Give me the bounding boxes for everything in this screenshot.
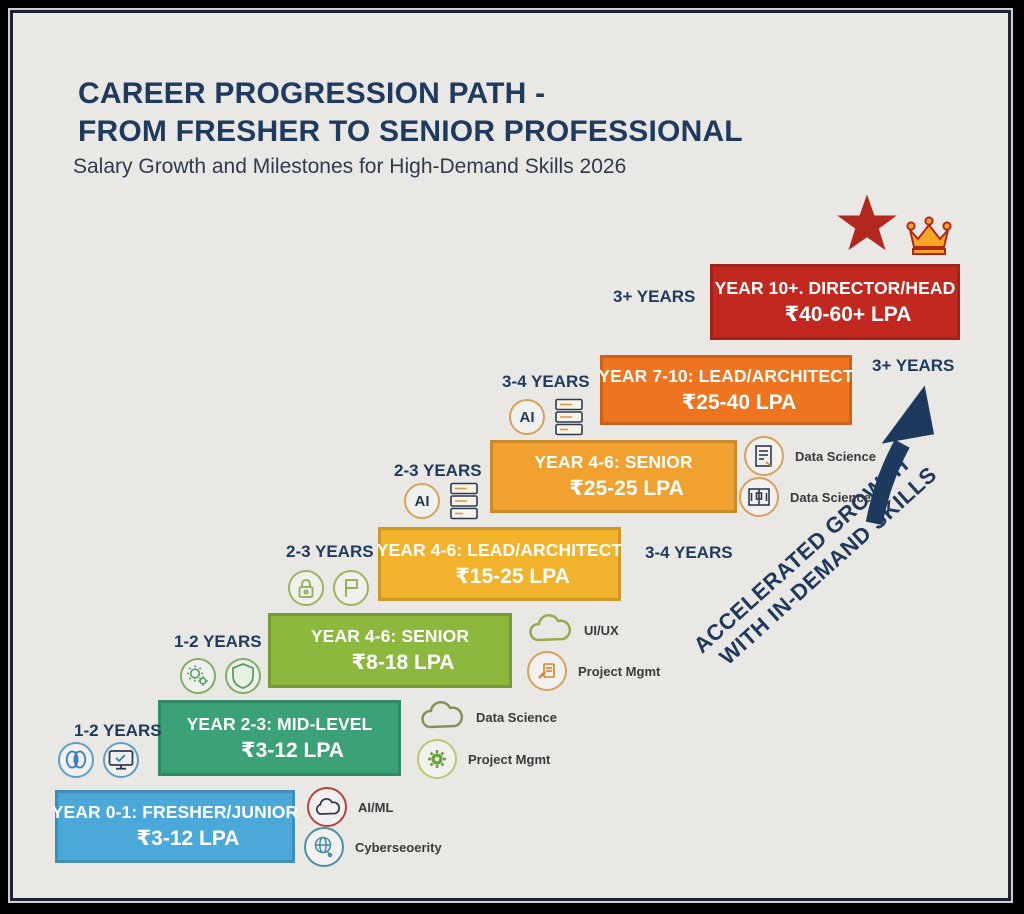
flag-icon	[333, 570, 369, 606]
skill-project-mgmt-mid: Project Mgmt	[417, 739, 550, 779]
skill-aiml: AI/ML	[307, 787, 393, 827]
crown-icon	[903, 216, 955, 258]
page-title: CAREER PROGRESSION PATH - FROM FRESHER T…	[78, 75, 743, 150]
icon-row-lead-architect	[288, 570, 369, 606]
experience-label-red: 3+ YEARS	[613, 287, 696, 306]
step-title: YEAR 4-6: SENIOR	[534, 452, 693, 472]
skill-label: Cyberseoerity	[355, 839, 442, 855]
ai-badge-icon: AI	[509, 399, 545, 435]
step-title: YEAR 0-1: FRESHER/JUNIOR	[51, 802, 299, 822]
skill-data-science-mid: Data Science	[419, 700, 557, 734]
page-title-line2: FROM FRESHER TO SENIOR PROFESSIONAL	[78, 114, 743, 148]
skill-project-mgmt-senior: Project Mgmt	[527, 651, 660, 691]
server-icon	[554, 398, 584, 436]
ai-badge-icon: AI	[404, 483, 440, 519]
skill-label: Data Science	[476, 709, 557, 725]
open-book-icon	[739, 477, 779, 517]
step-title: YEAR 4-6: SENIOR	[310, 626, 470, 646]
skill-data-science-2: Data Science	[739, 477, 871, 517]
experience-label-orange: 3-4 YEARS	[502, 372, 590, 391]
skill-label: Project Mgmt	[468, 751, 551, 767]
gears-icon	[180, 658, 216, 694]
step-bar-fresher-junior: YEAR 0-1: FRESHER/JUNIOR ₹3-12 LPA	[51, 790, 299, 863]
skill-label: AI/ML	[358, 799, 394, 815]
brain-icon	[58, 742, 94, 778]
cloud-aiml-icon	[307, 787, 347, 827]
step-title: YEAR 2-3: MID-LEVEL	[186, 713, 373, 734]
skill-data-science-1: Data Science	[744, 436, 876, 476]
step-bar-director-head: YEAR 10+. DIRECTOR/HEAD ₹40-60+ LPA	[710, 264, 960, 340]
cloud-icon	[527, 613, 573, 647]
step-salary: ₹8-18 LPA	[351, 651, 455, 674]
icon-row-mid-level	[58, 742, 139, 778]
experience-label-yellow: 2-3 YEARS	[286, 542, 374, 561]
skill-label: Data Science	[790, 489, 871, 505]
globe-security-icon	[304, 827, 344, 867]
cloud-icon	[419, 700, 465, 734]
experience-label-teal: 1-2 YEARS	[74, 721, 162, 740]
step-salary: ₹3-12 LPA	[136, 827, 240, 850]
server-icon	[449, 482, 479, 520]
experience-label-yellow-right: 3-4 YEARS	[645, 543, 733, 562]
step-bar-mid-level: YEAR 2-3: MID-LEVEL ₹3-12 LPA	[158, 700, 401, 776]
step-title: YEAR 7-10: LEAD/ARCHITECT	[598, 365, 854, 386]
step-bar-senior-2: YEAR 4-6: SENIOR ₹25-25 LPA	[490, 440, 737, 513]
document-icon	[744, 436, 784, 476]
experience-label-amber: 2-3 YEARS	[394, 461, 482, 480]
growth-arrow-icon	[855, 378, 940, 528]
skill-label: UI/UX	[584, 622, 619, 638]
skill-uiux: UI/UX	[527, 613, 619, 647]
shield-icon	[225, 658, 261, 694]
step-salary: ₹15-25 LPA	[455, 564, 570, 588]
step-bar-senior: YEAR 4-6: SENIOR ₹8-18 LPA	[268, 613, 512, 688]
monitor-check-icon	[103, 742, 139, 778]
step-bar-lead-architect-2: YEAR 7-10: LEAD/ARCHITECT ₹25-40 LPA	[598, 355, 854, 425]
skill-label: Project Mgmt	[578, 663, 661, 679]
experience-label-arrow-right: 3+ YEARS	[872, 356, 955, 375]
experience-label-green: 1-2 YEARS	[174, 632, 262, 651]
page-title-line1: CAREER PROGRESSION PATH -	[78, 77, 546, 110]
step-salary: ₹25-40 LPA	[681, 390, 797, 414]
icon-row-senior-2: AI	[404, 482, 479, 520]
star-icon	[836, 193, 898, 253]
step-salary: ₹25-25 LPA	[569, 477, 684, 500]
step-bar-lead-architect: YEAR 4-6: LEAD/ARCHITECT ₹15-25 LPA	[376, 527, 623, 601]
skill-cybersecurity: Cyberseoerity	[304, 827, 442, 867]
lock-icon	[288, 570, 324, 606]
icon-row-senior	[180, 658, 261, 694]
gear-icon	[417, 739, 457, 779]
step-salary: ₹40-60+ LPA	[784, 302, 912, 326]
step-salary: ₹3-12 LPA	[241, 738, 344, 762]
step-title: YEAR 10+. DIRECTOR/HEAD	[714, 277, 956, 298]
icon-row-lead-architect-2: AI	[509, 398, 584, 436]
skill-label: Data Science	[795, 448, 876, 464]
clipboard-pencil-icon	[527, 651, 567, 691]
step-title: YEAR 4-6: LEAD/ARCHITECT	[376, 539, 623, 560]
page-subtitle: Salary Growth and Milestones for High-De…	[73, 155, 627, 178]
